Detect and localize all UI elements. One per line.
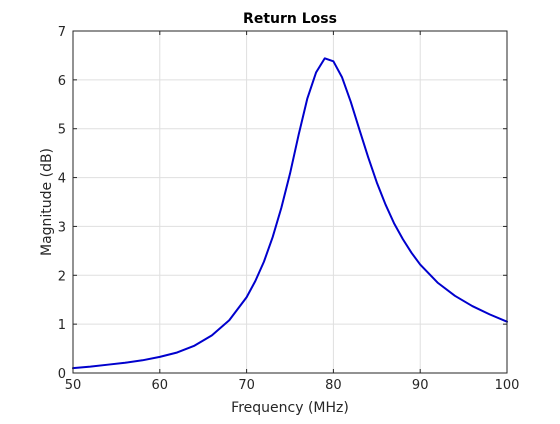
y-tick-label: 2 [58,269,66,284]
plot-area [73,31,507,373]
y-tick-label: 6 [58,74,66,89]
y-tick-label: 5 [58,123,66,138]
x-tick-label: 80 [325,378,342,393]
series-layer [72,57,508,370]
x-tick-label: 60 [152,378,169,393]
ticks: 50 60 70 80 90 100 0 1 2 3 4 5 6 7 [58,25,520,393]
y-tick-label: 3 [58,220,66,235]
x-tick-label: 70 [238,378,255,393]
x-axis-label: Frequency (MHz) [231,400,349,416]
chart-title: Return Loss [243,11,337,27]
x-tick-label: 90 [412,378,429,393]
y-tick-label: 7 [58,25,66,40]
y-tick-label: 1 [58,318,66,333]
y-tick-label: 4 [58,172,66,187]
y-tick-label: 0 [58,367,66,382]
x-tick-label: 50 [65,378,82,393]
y-axis-label: Magnitude (dB) [39,148,55,256]
x-tick-label: 100 [495,378,520,393]
plot-frame [72,30,508,374]
return-loss-line [72,57,508,370]
